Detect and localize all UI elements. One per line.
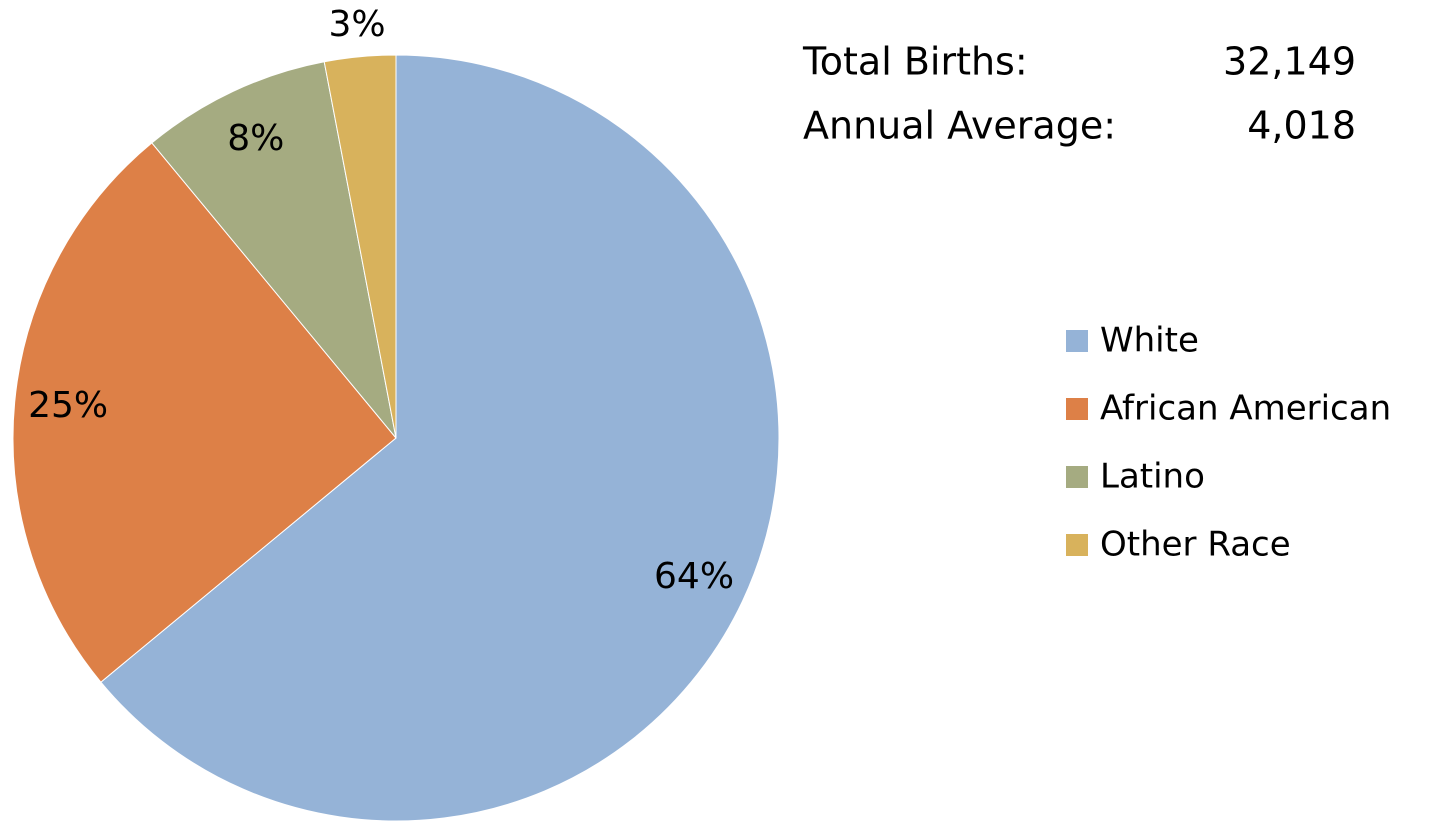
- data-label: 3%: [329, 4, 386, 45]
- pie-slice: [12, 142, 397, 683]
- legend-swatch: [1066, 398, 1088, 420]
- legend-swatch: [1066, 466, 1088, 488]
- data-label: 8%: [227, 118, 284, 159]
- legend-label: Other Race: [1100, 525, 1291, 565]
- data-label: 25%: [28, 385, 108, 426]
- annotation-label: Annual Average:: [803, 104, 1116, 148]
- legend-label: Latino: [1100, 457, 1205, 497]
- pie-slice: [151, 61, 397, 439]
- pie-slice: [100, 54, 780, 822]
- annotation-value: 32,149: [1223, 40, 1356, 84]
- annotation-value: 4,018: [1247, 104, 1356, 148]
- legend-label: African American: [1100, 389, 1391, 429]
- legend-swatch: [1066, 534, 1088, 556]
- legend-label: White: [1100, 321, 1199, 361]
- annotation-label: Total Births:: [802, 40, 1028, 84]
- pie-slice: [323, 54, 397, 439]
- legend-swatch: [1066, 330, 1088, 352]
- data-label: 64%: [654, 556, 734, 597]
